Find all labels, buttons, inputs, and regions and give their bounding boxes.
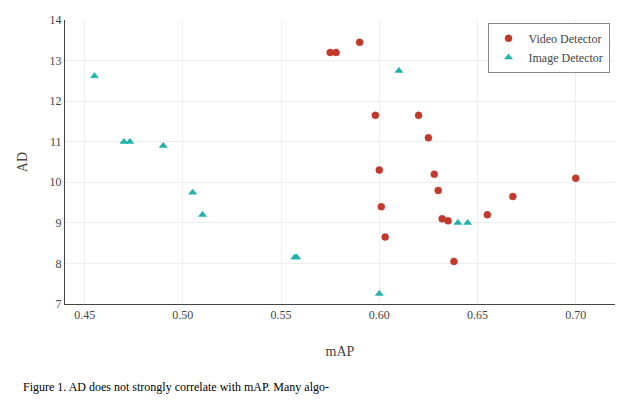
svg-text:8: 8 [56, 257, 62, 271]
svg-text:AD: AD [15, 152, 30, 172]
svg-text:0.60: 0.60 [369, 308, 390, 322]
svg-text:0.55: 0.55 [271, 308, 292, 322]
svg-text:11: 11 [50, 135, 62, 149]
svg-text:7: 7 [56, 297, 62, 311]
svg-text:0.45: 0.45 [74, 308, 95, 322]
svg-text:14: 14 [50, 13, 62, 27]
svg-text:10: 10 [50, 175, 62, 189]
svg-text:Video Detector: Video Detector [529, 32, 602, 46]
svg-text:9: 9 [56, 216, 62, 230]
svg-text:0.70: 0.70 [565, 308, 586, 322]
svg-text:12: 12 [50, 94, 62, 108]
svg-text:0.50: 0.50 [172, 308, 193, 322]
svg-text:Image Detector: Image Detector [529, 51, 603, 65]
svg-text:0.65: 0.65 [467, 308, 488, 322]
svg-text:13: 13 [50, 54, 62, 68]
svg-text:Figure 1. AD does not strongly: Figure 1. AD does not strongly correlate… [23, 380, 329, 394]
svg-text:mAP: mAP [326, 344, 355, 359]
